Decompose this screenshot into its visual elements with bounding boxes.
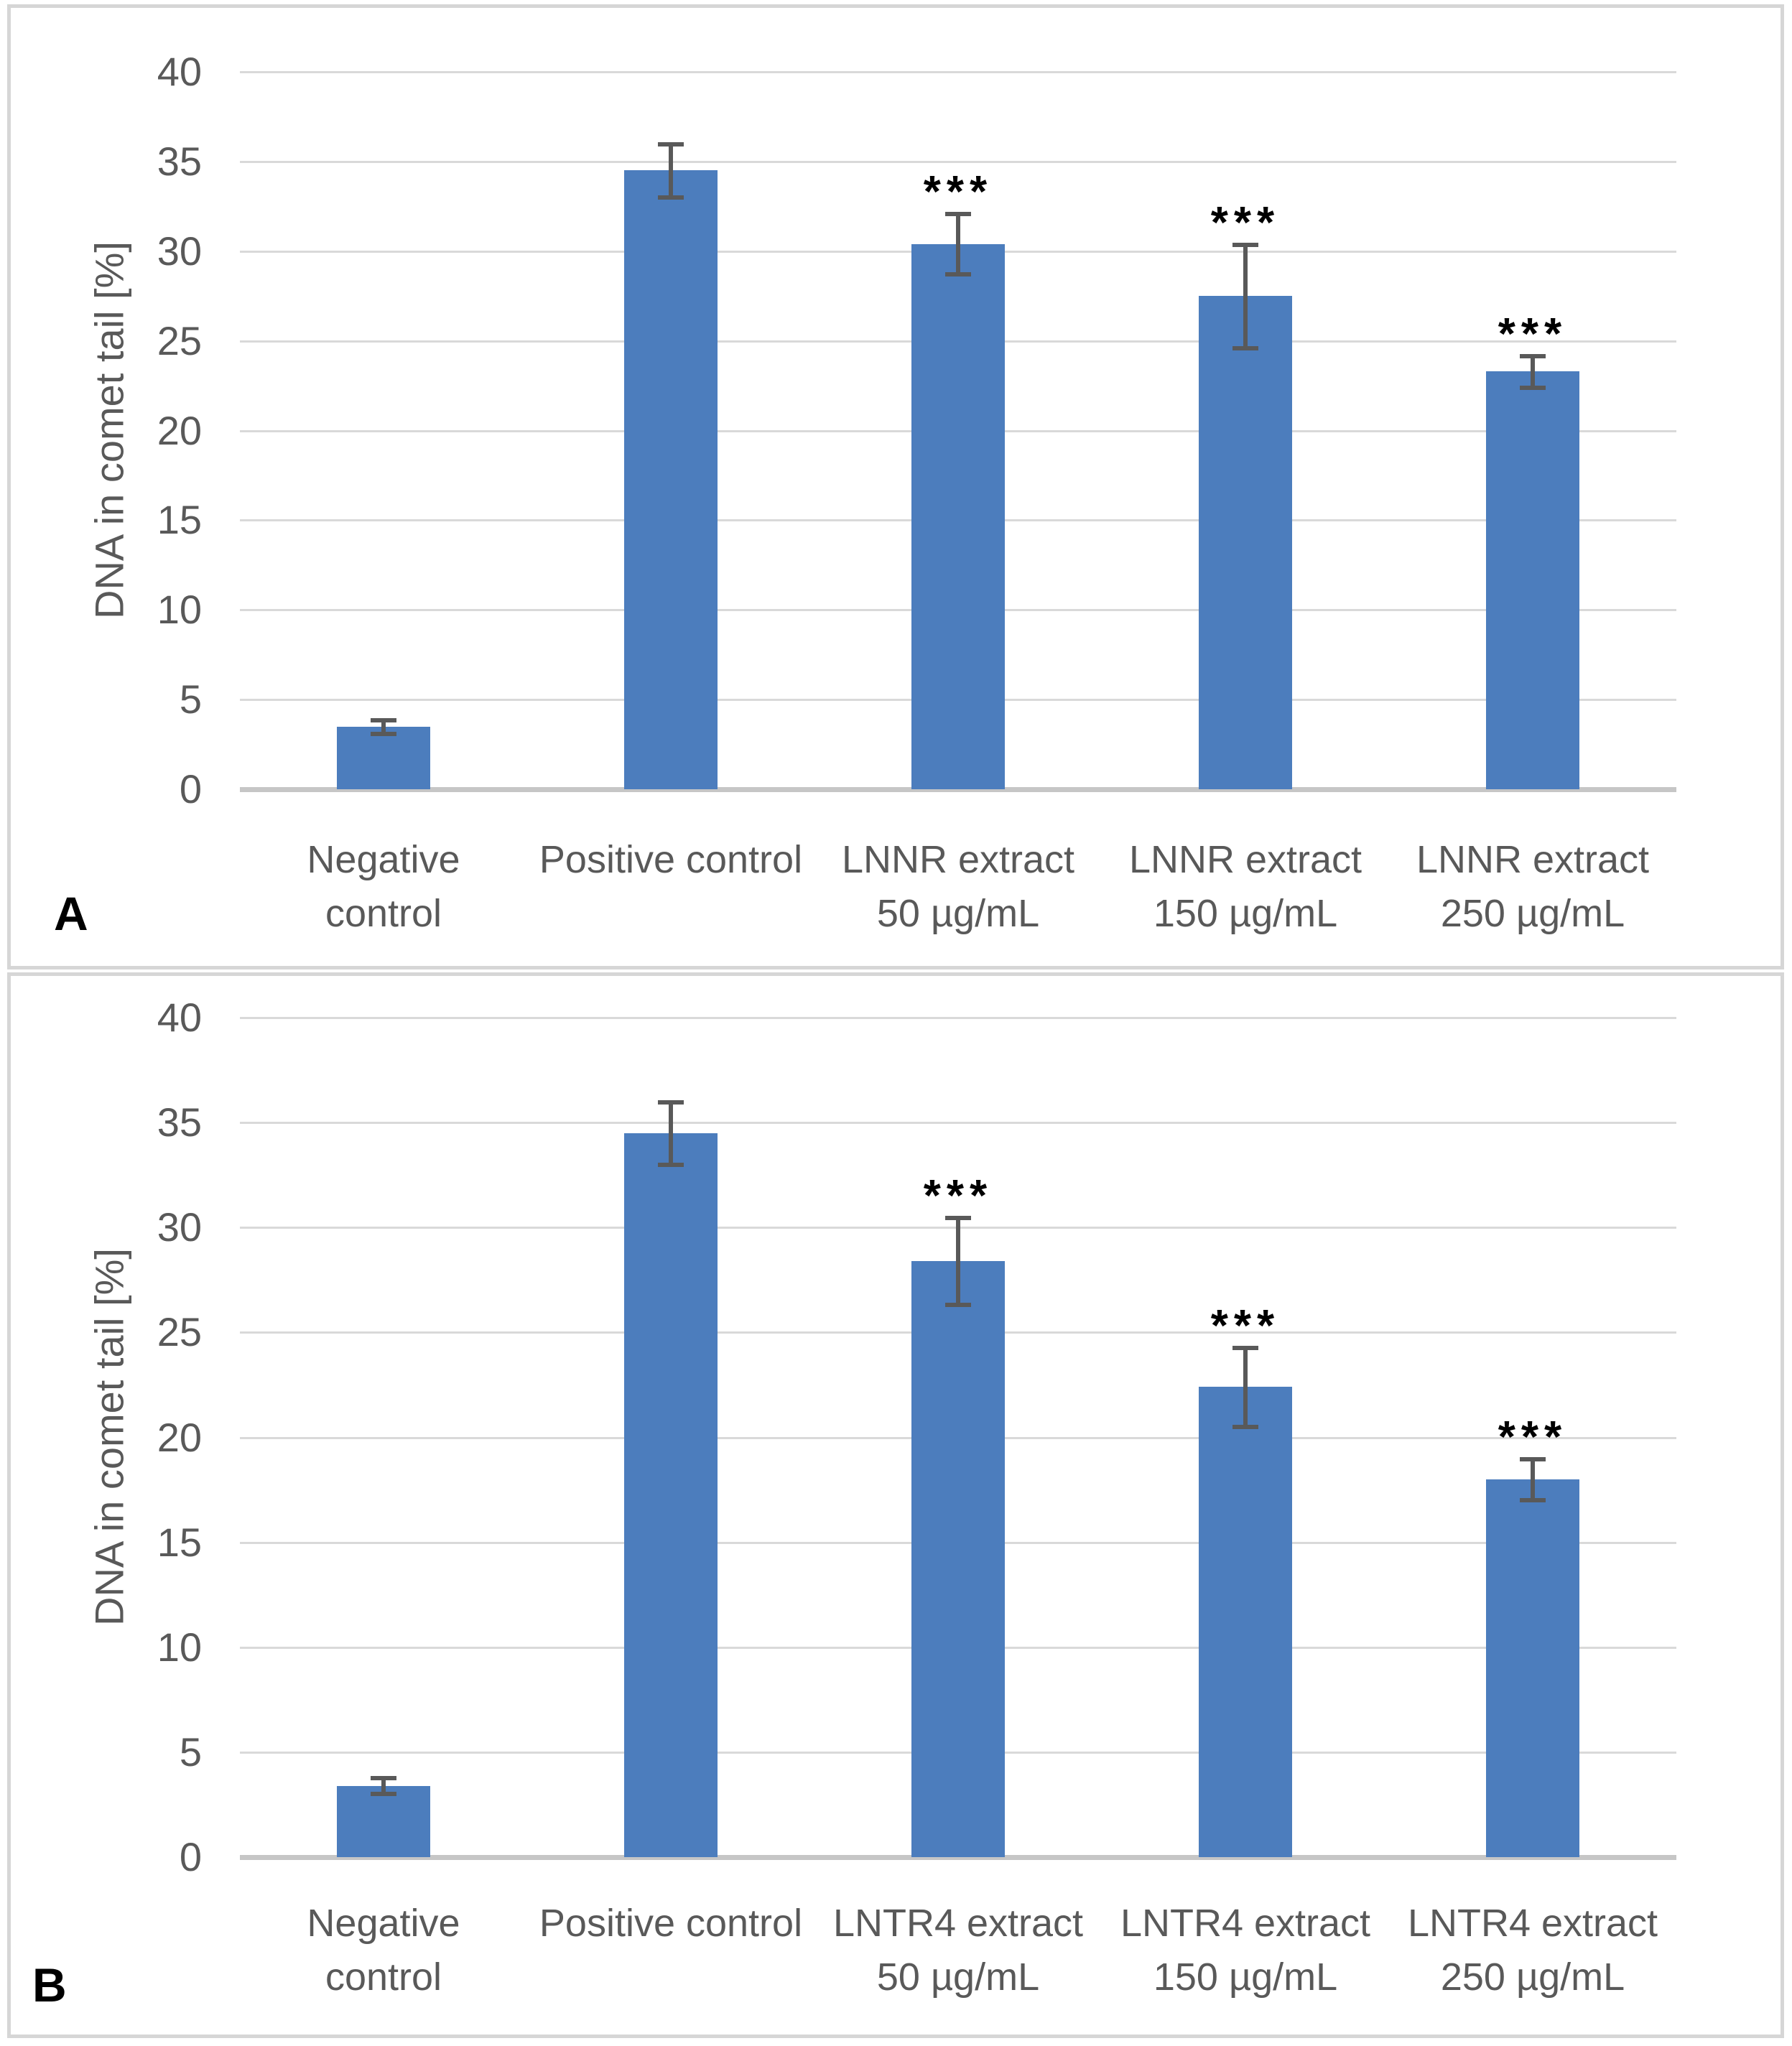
- x-tick-label: LNTR4 extract: [832, 1902, 1084, 1945]
- significance-stars: ***: [1498, 309, 1568, 359]
- error-bar-cap: [658, 195, 684, 200]
- y-tick-label: 0: [179, 766, 202, 812]
- significance-stars: ***: [923, 1171, 993, 1221]
- error-bar-cap: [945, 1303, 971, 1308]
- x-axis-line: [240, 787, 1676, 792]
- gridline: [240, 160, 1676, 163]
- x-tick-label: LNTR4 extract: [1407, 1902, 1658, 1945]
- error-bar-cap: [371, 1775, 396, 1780]
- bar: [1199, 1387, 1292, 1857]
- x-tick-label: control: [325, 1956, 442, 1999]
- y-tick-label: 40: [157, 49, 202, 94]
- gridline: [240, 1122, 1676, 1125]
- x-tick-label: 250 µg/mL: [1440, 1956, 1625, 1999]
- y-tick-label: 10: [157, 1624, 202, 1670]
- y-tick-label: 30: [157, 1204, 202, 1250]
- y-tick-label: 25: [157, 317, 202, 363]
- error-bar-cap: [1232, 242, 1258, 247]
- error-bar-stem: [1243, 1347, 1248, 1427]
- error-bar-stem: [956, 213, 960, 275]
- y-tick-label: 10: [157, 587, 202, 633]
- x-tick-label: LNNR extract: [1128, 838, 1362, 881]
- error-bar-cap: [1520, 353, 1546, 358]
- error-bar-cap: [1520, 1498, 1546, 1503]
- significance-stars: ***: [1210, 1301, 1281, 1351]
- y-tick-label: 15: [157, 1519, 202, 1565]
- error-bar-stem: [1243, 243, 1248, 348]
- bar: [337, 726, 430, 789]
- bar: [911, 1261, 1005, 1857]
- bar: [1486, 1479, 1579, 1857]
- error-bar-stem: [381, 1777, 386, 1795]
- error-bar-stem: [1531, 1458, 1535, 1501]
- panel-a: DNA in comet tail [%] 0 5 10 15 20 25 30 35 40 Ne…: [7, 4, 1784, 969]
- error-bar-cap: [1232, 345, 1258, 350]
- error-bar-cap: [945, 272, 971, 277]
- x-tick-label: Negative: [307, 838, 460, 881]
- y-tick-label: 20: [157, 407, 202, 453]
- panel-letter-b: B: [32, 1958, 67, 2012]
- x-tick-label: LNNR extract: [841, 838, 1075, 881]
- error-bar-stem: [381, 719, 386, 734]
- y-tick-label: 20: [157, 1414, 202, 1460]
- x-tick-label: Positive control: [539, 1902, 803, 1945]
- chart-b-plot-area: 0 5 10 15 20 25 30 35 40 Negative control Positive …: [11, 976, 1781, 2035]
- error-bar-cap: [658, 1162, 684, 1167]
- bar: [1199, 296, 1292, 789]
- x-tick-label: Positive control: [539, 838, 803, 881]
- x-tick-label: 50 µg/mL: [876, 892, 1040, 935]
- error-bar-cap: [1232, 1345, 1258, 1350]
- gridline: [240, 1017, 1676, 1019]
- x-tick-label: 150 µg/mL: [1153, 1956, 1338, 1999]
- x-tick-label: LNNR extract: [1416, 838, 1650, 881]
- gridline: [240, 71, 1676, 73]
- bar: [337, 1785, 430, 1857]
- error-bar-cap: [945, 212, 971, 217]
- y-tick-label: 30: [157, 228, 202, 274]
- x-tick-label: 150 µg/mL: [1153, 892, 1338, 935]
- panel-letter-a: A: [54, 887, 88, 940]
- y-tick-label: 25: [157, 1309, 202, 1355]
- error-bar-stem: [956, 1217, 960, 1306]
- y-tick-label: 15: [157, 497, 202, 543]
- y-tick-label: 35: [157, 1099, 202, 1145]
- error-bar-stem: [1531, 355, 1535, 388]
- error-bar-cap: [945, 1215, 971, 1220]
- significance-stars: ***: [1498, 1412, 1568, 1462]
- x-tick-label: control: [325, 892, 442, 935]
- error-bar-cap: [371, 1792, 396, 1797]
- y-tick-label: 5: [179, 676, 202, 722]
- error-bar-cap: [1520, 385, 1546, 390]
- x-axis-line: [240, 1855, 1676, 1860]
- y-tick-label: 5: [179, 1729, 202, 1775]
- y-tick-label: 0: [179, 1834, 202, 1879]
- error-bar-stem: [669, 1101, 673, 1165]
- x-tick-label: Negative: [307, 1902, 460, 1945]
- error-bar-cap: [1520, 1456, 1546, 1461]
- error-bar-cap: [371, 731, 396, 736]
- error-bar-cap: [658, 1099, 684, 1105]
- panel-b: DNA in comet tail [%] 0 5 10 15 20 25 30 35 40 Ne…: [7, 972, 1784, 2038]
- chart-a-plot-area: 0 5 10 15 20 25 30 35 40 Negative control Positive …: [11, 8, 1781, 966]
- bar: [624, 170, 718, 789]
- error-bar-cap: [1232, 1424, 1258, 1429]
- x-tick-label: LNTR4 extract: [1120, 1902, 1371, 1945]
- bar: [624, 1133, 718, 1857]
- x-tick-label: 250 µg/mL: [1440, 892, 1625, 935]
- error-bar-cap: [658, 141, 684, 147]
- error-bar-stem: [669, 143, 673, 197]
- y-tick-label: 35: [157, 138, 202, 184]
- error-bar-cap: [371, 717, 396, 722]
- significance-stars: ***: [923, 167, 993, 218]
- y-tick-label: 40: [157, 995, 202, 1040]
- significance-stars: ***: [1210, 197, 1281, 248]
- bar: [911, 243, 1005, 789]
- bar: [1486, 371, 1579, 789]
- x-tick-label: 50 µg/mL: [876, 1956, 1040, 1999]
